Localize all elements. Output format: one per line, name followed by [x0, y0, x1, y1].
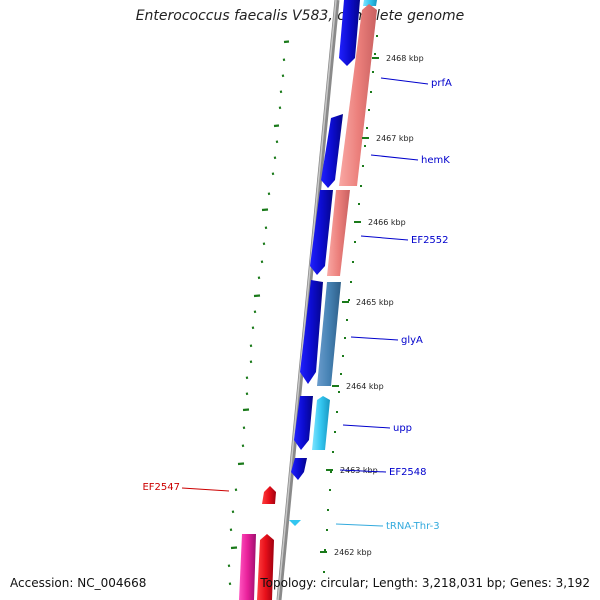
cds-EF2548[interactable] [291, 458, 307, 480]
cds-glyA-reverse[interactable] [317, 282, 341, 386]
gc-dash [231, 510, 235, 514]
cds-EF2547[interactable] [262, 486, 276, 504]
gc-dash [230, 546, 238, 550]
cds-EF2552-reverse[interactable] [327, 190, 350, 276]
leader-line-glya [350, 336, 399, 341]
leader-line-prfa [380, 77, 429, 85]
leader-line-trna-thr-3 [335, 523, 384, 527]
gene-label-upp[interactable]: upp [393, 423, 412, 434]
forward-strand-track [291, 0, 360, 480]
gc-dash [273, 156, 277, 160]
scale-tick-label: 2468 kbp [386, 54, 424, 63]
gene-label-ef2548[interactable]: EF2548 [389, 467, 427, 478]
gc-dash [261, 208, 269, 212]
leader-line-upp [342, 424, 391, 429]
gene-label-prfa[interactable]: prfA [431, 78, 452, 89]
gc-dash [242, 408, 250, 412]
cds-EF2552[interactable] [310, 190, 333, 275]
gc-dash [264, 226, 268, 230]
gc-dash [249, 360, 253, 364]
gc-dash [242, 426, 246, 430]
cds-upp-reverse[interactable] [312, 396, 330, 450]
gc-dash [251, 326, 255, 330]
gc-dash [267, 192, 271, 196]
gc-dash [228, 582, 232, 586]
gc-dash [275, 140, 279, 144]
leader-line-ef2548 [339, 469, 387, 473]
gc-dash [260, 260, 264, 264]
gc-dash [279, 90, 283, 94]
gene-label-glya[interactable]: glyA [401, 335, 423, 346]
cds-glyA[interactable] [300, 280, 323, 384]
cds-prfA-reverse[interactable] [339, 4, 377, 186]
cds-pink-lower[interactable] [239, 534, 256, 600]
gc-dash [281, 74, 285, 78]
leader-line-ef2547 [181, 487, 230, 492]
cds-hemK[interactable] [321, 114, 343, 188]
gc-dash [237, 462, 245, 466]
scale-tick-label: 2464 kbp [346, 382, 384, 391]
scale-tick-label: 2467 kbp [376, 134, 414, 143]
gc-dash [253, 294, 261, 298]
gc-dash [262, 242, 266, 246]
reverse-strand-track [312, 0, 377, 450]
topology-text: Topology: circular; Length: 3,218,031 bp… [260, 576, 590, 590]
gene-label-trna-thr-3[interactable]: tRNA-Thr-3 [386, 521, 440, 532]
gc-dash [241, 444, 245, 448]
scale-tick-label: 2466 kbp [368, 218, 406, 227]
genome-backbone [276, 0, 340, 600]
gc-dash [249, 344, 253, 348]
gc-dash [283, 40, 290, 44]
accession-text: Accession: NC_004668 [10, 576, 147, 590]
gc-dash [245, 392, 249, 396]
gc-dash [278, 106, 282, 110]
gene-label-ef2547[interactable]: EF2547 [142, 482, 180, 493]
genome-backbone-highlight [277, 0, 337, 600]
gc-dash [229, 528, 233, 532]
map-title: Enterococcus faecalis V583, complete gen… [135, 8, 465, 24]
cds-upper-cyan[interactable] [363, 0, 377, 6]
gene-label-track: prfA hemK EF2552 glyA upp EF2548 tRNA-Thr-3 EF2… [142, 77, 452, 532]
gc-dash [282, 58, 286, 62]
leader-line-hemk [370, 154, 419, 161]
gc-dash [273, 124, 280, 128]
trna-Thr-3-feature[interactable] [289, 520, 301, 526]
scale-tick-label: 2462 kbp [334, 548, 372, 557]
gene-label-hemk[interactable]: hemK [421, 155, 450, 166]
gc-dash [271, 172, 275, 176]
gc-dash [234, 488, 238, 492]
cds-prfA[interactable] [339, 0, 360, 66]
leader-line-ef2552 [360, 235, 409, 241]
gc-dash [257, 276, 261, 280]
gene-label-ef2552[interactable]: EF2552 [411, 235, 449, 246]
gc-content-track [227, 35, 378, 586]
gc-dash [253, 310, 257, 314]
scale-tick-label: 2465 kbp [356, 298, 394, 307]
gc-dash [245, 376, 249, 380]
cds-red-lower[interactable] [257, 534, 274, 600]
cds-upp[interactable] [294, 396, 313, 450]
gc-dash [227, 564, 231, 568]
